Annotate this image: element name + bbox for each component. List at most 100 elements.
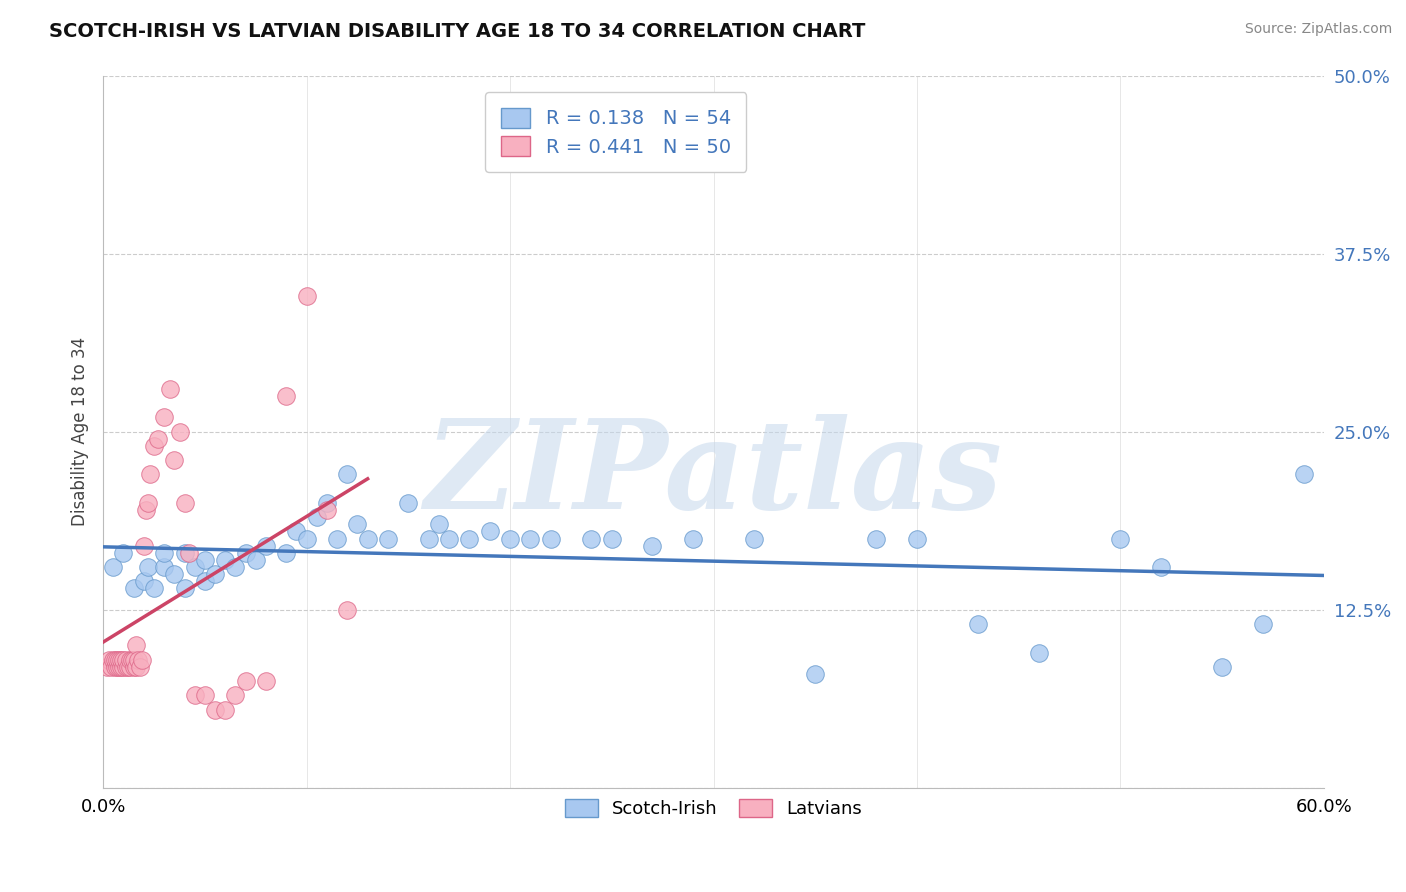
Point: [110, 659, 132, 673]
Point: [110, 653, 132, 667]
Point: [682, 532, 704, 546]
Point: [1211, 659, 1233, 673]
Point: [96, 659, 118, 673]
Point: [305, 510, 328, 524]
Legend: Scotch-Irish, Latvians: Scotch-Irish, Latvians: [558, 791, 869, 825]
Point: [183, 688, 205, 702]
Point: [326, 532, 349, 546]
Point: [967, 617, 990, 632]
Point: [135, 503, 157, 517]
Point: [316, 503, 339, 517]
Point: [132, 574, 155, 589]
Point: [104, 653, 127, 667]
Point: [103, 560, 125, 574]
Point: [143, 439, 166, 453]
Point: [224, 688, 246, 702]
Point: [396, 496, 419, 510]
Point: [136, 496, 159, 510]
Point: [540, 532, 562, 546]
Point: [437, 532, 460, 546]
Point: [183, 560, 205, 574]
Point: [865, 532, 887, 546]
Point: [235, 546, 257, 560]
Point: [139, 467, 162, 482]
Point: [125, 659, 148, 673]
Point: [114, 659, 136, 673]
Point: [641, 539, 664, 553]
Point: [169, 425, 191, 439]
Point: [204, 702, 226, 716]
Point: [121, 653, 143, 667]
Text: SCOTCH-IRISH VS LATVIAN DISABILITY AGE 18 TO 34 CORRELATION CHART: SCOTCH-IRISH VS LATVIAN DISABILITY AGE 1…: [49, 22, 866, 41]
Point: [132, 539, 155, 553]
Point: [742, 532, 765, 546]
Y-axis label: Disability Age 18 to 34: Disability Age 18 to 34: [72, 337, 89, 526]
Point: [427, 517, 450, 532]
Point: [245, 553, 267, 567]
Point: [905, 532, 928, 546]
Point: [285, 524, 308, 539]
Point: [194, 574, 217, 589]
Point: [117, 659, 139, 673]
Point: [177, 546, 200, 560]
Point: [112, 659, 135, 673]
Point: [224, 560, 246, 574]
Point: [1150, 560, 1173, 574]
Point: [194, 688, 217, 702]
Point: [295, 532, 318, 546]
Point: [118, 659, 141, 673]
Point: [122, 659, 145, 673]
Point: [478, 524, 501, 539]
Point: [1028, 646, 1050, 660]
Point: [346, 517, 368, 532]
Point: [600, 532, 623, 546]
Point: [163, 567, 186, 582]
Point: [418, 532, 440, 546]
Point: [1251, 617, 1274, 632]
Point: [163, 453, 186, 467]
Point: [114, 653, 136, 667]
Point: [159, 382, 181, 396]
Point: [98, 653, 121, 667]
Point: [173, 582, 195, 596]
Point: [100, 659, 122, 673]
Point: [128, 659, 150, 673]
Point: [104, 659, 127, 673]
Point: [499, 532, 522, 546]
Point: [377, 532, 399, 546]
Point: [235, 673, 257, 688]
Point: [108, 653, 131, 667]
Point: [295, 289, 318, 303]
Point: [336, 467, 359, 482]
Point: [356, 532, 378, 546]
Point: [316, 496, 339, 510]
Point: [105, 659, 128, 673]
Point: [112, 653, 135, 667]
Point: [519, 532, 541, 546]
Point: [153, 410, 176, 425]
Point: [153, 546, 176, 560]
Point: [1109, 532, 1132, 546]
Point: [146, 432, 169, 446]
Point: [122, 653, 145, 667]
Point: [276, 546, 298, 560]
Point: [214, 553, 236, 567]
Point: [131, 653, 153, 667]
Point: [105, 653, 128, 667]
Point: [276, 389, 298, 403]
Point: [143, 582, 166, 596]
Point: [112, 546, 135, 560]
Text: ZIPatlas: ZIPatlas: [425, 414, 1002, 535]
Point: [254, 539, 277, 553]
Point: [153, 560, 176, 574]
Point: [118, 653, 141, 667]
Point: [127, 653, 149, 667]
Point: [336, 603, 359, 617]
Point: [458, 532, 481, 546]
Point: [194, 553, 217, 567]
Point: [204, 567, 226, 582]
Point: [214, 702, 236, 716]
Text: Source: ZipAtlas.com: Source: ZipAtlas.com: [1244, 22, 1392, 37]
Point: [254, 673, 277, 688]
Point: [125, 639, 148, 653]
